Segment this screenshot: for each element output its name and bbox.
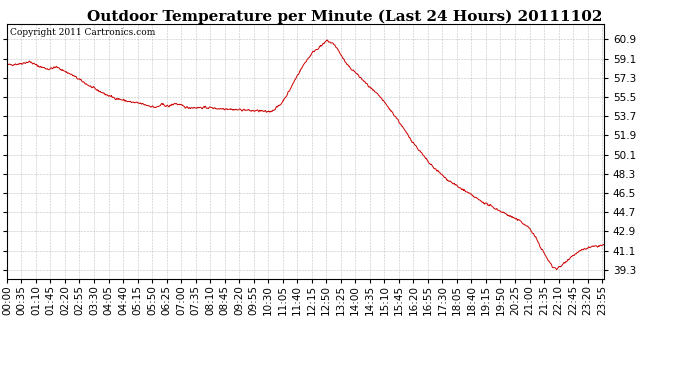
Text: Outdoor Temperature per Minute (Last 24 Hours) 20111102: Outdoor Temperature per Minute (Last 24 … <box>88 9 602 24</box>
Text: Copyright 2011 Cartronics.com: Copyright 2011 Cartronics.com <box>10 28 155 37</box>
